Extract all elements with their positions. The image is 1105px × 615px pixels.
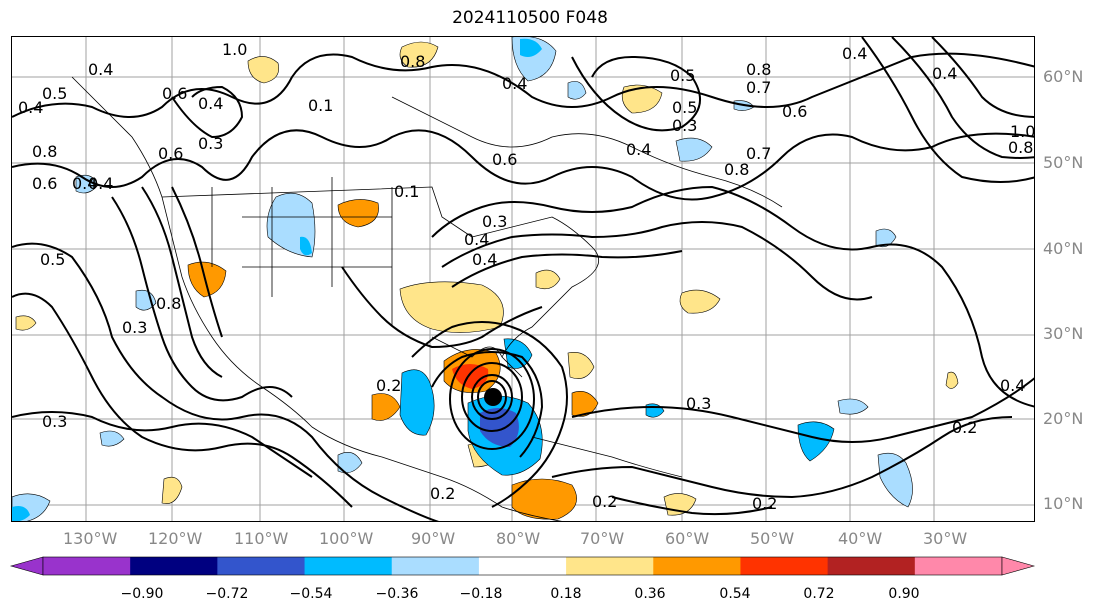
contour-label: 0.3	[198, 134, 223, 153]
contour-label: 0.1	[308, 96, 333, 115]
contour-label: 0.7	[746, 78, 771, 97]
coastlines-and-borders	[71, 76, 783, 521]
contour-label: 0.4	[18, 98, 43, 117]
contour-label: 0.8	[1008, 138, 1033, 157]
lon-tick-label: 90°W	[411, 529, 456, 548]
colorbar-high-extend	[1001, 556, 1036, 576]
contour-label: 0.2	[752, 494, 777, 513]
lon-tick-label: 130°W	[63, 529, 118, 548]
colorbar	[9, 556, 1036, 576]
lat-tick-label: 30°N	[1043, 324, 1084, 343]
lat-tick-label: 40°N	[1043, 239, 1084, 258]
contour-label: 0.1	[394, 182, 419, 201]
contour-label: 0.4	[464, 230, 489, 249]
map-canvas: 0.8 1.0 0.4 0.5 0.4 0.6 0.4 0.3 0.6 0.4 …	[12, 37, 1035, 521]
contour-label: 1.0	[222, 40, 247, 59]
colorbar-tick-label: −0.90	[120, 586, 164, 602]
contour-label: 0.4	[932, 64, 957, 83]
colorbar-segment	[740, 557, 829, 575]
colorbar-tick-label: −0.18	[459, 586, 503, 602]
contour-labels: 0.8 1.0 0.4 0.5 0.4 0.6 0.4 0.3 0.6 0.4 …	[18, 40, 1035, 513]
contour-label: 0.4	[88, 174, 113, 193]
contour-label: 0.4	[472, 250, 497, 269]
colorbar-segment	[304, 557, 393, 575]
contour-lines	[12, 37, 1034, 521]
contour-label: 0.8	[32, 142, 57, 161]
lat-tick-label: 20°N	[1043, 409, 1084, 428]
lon-tick-label: 30°W	[923, 529, 968, 548]
contour-label: 0.4	[502, 74, 527, 93]
contour-label: 0.5	[672, 98, 697, 117]
contour-label: 0.6	[492, 150, 517, 169]
lat-tick-label: 10°N	[1043, 494, 1084, 513]
contour-label: 0.2	[430, 484, 455, 503]
lon-tick-label: 50°W	[750, 529, 795, 548]
lon-tick-label: 80°W	[496, 529, 541, 548]
lat-tick-label: 60°N	[1043, 67, 1084, 86]
lon-tick-label: 100°W	[319, 529, 374, 548]
contour-label: 0.4	[88, 60, 113, 79]
contour-label: 0.6	[162, 84, 187, 103]
colorbar-segment	[43, 557, 131, 575]
contour-label: 0.8	[400, 52, 425, 71]
contour-label: 0.4	[842, 44, 867, 63]
lon-tick-label: 60°W	[665, 529, 710, 548]
map-panel: 0.8 1.0 0.4 0.5 0.4 0.6 0.4 0.3 0.6 0.4 …	[11, 36, 1035, 522]
contour-label: 0.6	[782, 102, 807, 121]
lon-tick-label: 70°W	[580, 529, 625, 548]
contour-label: 0.7	[746, 144, 771, 163]
colorbar-segment	[566, 557, 654, 575]
contour-label: 0.3	[686, 394, 711, 413]
contour-label: 0.6	[158, 144, 183, 163]
colorbar-tick-label: 0.36	[634, 586, 666, 602]
contour-label: 0.3	[122, 318, 147, 337]
contour-label: 0.8	[746, 60, 771, 79]
map-title: 2024110500 F048	[452, 8, 608, 28]
colorbar-segment	[478, 557, 567, 575]
contour-label: 1.0	[1010, 122, 1035, 141]
contour-label: 0.4	[198, 94, 223, 113]
contour-label: 0.5	[670, 66, 695, 85]
storm-center-marker	[484, 388, 502, 406]
lon-tick-label: 120°W	[148, 529, 203, 548]
contour-label: 0.2	[592, 492, 617, 511]
contour-label: 0.8	[156, 294, 181, 313]
colorbar-segment	[391, 557, 480, 575]
contour-label: 0.4	[72, 174, 97, 193]
contour-label: 0.3	[672, 116, 697, 135]
colorbar-low-extend	[9, 556, 44, 576]
lon-tick-label: 110°W	[234, 529, 289, 548]
colorbar-tick-label: −0.54	[289, 586, 333, 602]
lat-tick-label: 50°N	[1043, 153, 1084, 172]
contour-label: 0.6	[32, 174, 57, 193]
contour-label: 0.5	[42, 84, 67, 103]
colorbar-tick-label: 0.18	[550, 586, 582, 602]
contour-label: 0.2	[952, 418, 977, 437]
colorbar-tick-label: −0.72	[205, 586, 249, 602]
colorbar-segment	[130, 557, 218, 575]
colorbar-segment	[653, 557, 741, 575]
contour-label: 0.8	[724, 160, 749, 179]
contour-label: 0.5	[40, 250, 65, 269]
colorbar-tick-label: 0.54	[719, 586, 751, 602]
colorbar-tick-label: 0.72	[803, 586, 835, 602]
contour-label: 0.2	[376, 376, 401, 395]
colorbar-tick-label: 0.90	[888, 586, 920, 602]
contour-label: 0.4	[626, 140, 651, 159]
colorbar-segment	[914, 557, 1003, 575]
colorbar-segment	[827, 557, 916, 575]
colorbar-tick-label: −0.36	[375, 586, 419, 602]
contour-label: 0.3	[42, 412, 67, 431]
contour-label: 0.4	[1000, 376, 1025, 395]
colorbar-segment	[217, 557, 306, 575]
contour-label: 0.3	[482, 212, 507, 231]
lon-tick-label: 40°W	[838, 529, 883, 548]
